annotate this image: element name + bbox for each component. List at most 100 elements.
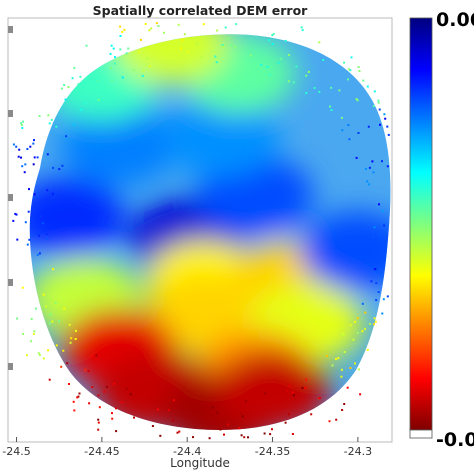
scatter-point — [349, 367, 352, 369]
scatter-point — [356, 99, 359, 102]
scatter-point — [110, 79, 113, 82]
scatter-point — [137, 51, 140, 54]
scatter-point — [284, 39, 287, 42]
scatter-point — [33, 193, 36, 196]
scatter-point — [291, 391, 294, 394]
scatter-point — [330, 86, 333, 89]
scatter-point — [97, 418, 100, 421]
scatter-point — [292, 394, 295, 397]
scatter-point — [245, 400, 247, 403]
scatter-point — [328, 420, 331, 423]
scatter-point — [142, 69, 145, 72]
scatter-point — [34, 307, 37, 310]
scatter-point — [145, 57, 148, 60]
scatter-point — [260, 63, 263, 66]
scatter-point — [350, 56, 353, 59]
scatter-point — [21, 126, 24, 129]
scatter-point — [337, 357, 340, 360]
scatter-point — [221, 44, 224, 46]
scatter-point — [381, 160, 383, 163]
scatter-point — [48, 322, 51, 325]
scatter-point — [271, 34, 274, 37]
scatter-point — [97, 75, 100, 78]
scatter-point — [386, 125, 389, 128]
scatter-point — [16, 238, 19, 241]
scatter-point — [318, 90, 321, 93]
colorbar-min-label: -0.0 — [436, 429, 474, 451]
scatter-point — [72, 400, 75, 403]
scatter-point — [286, 389, 289, 392]
scatter-point — [74, 329, 77, 332]
map-region — [60, 105, 177, 186]
scatter-point — [26, 243, 29, 246]
scatter-point — [216, 411, 219, 414]
x-tick-label: -24.3 — [344, 445, 372, 458]
scatter-point — [355, 156, 358, 159]
scatter-point — [349, 324, 352, 327]
scatter-point — [133, 416, 135, 419]
scatter-point — [84, 102, 87, 105]
scatter-point — [84, 368, 87, 371]
scatter-point — [61, 164, 64, 167]
scatter-point — [79, 75, 82, 78]
scatter-point — [295, 65, 298, 68]
scatter-point — [322, 59, 325, 61]
scatter-point — [163, 31, 166, 34]
scatter-point — [367, 125, 370, 128]
scatter-point — [27, 210, 30, 213]
scatter-point — [22, 120, 24, 123]
scatter-point — [318, 397, 321, 400]
scatter-point — [120, 401, 123, 404]
scatter-point — [183, 33, 186, 36]
scatter-point — [386, 295, 389, 298]
scatter-point — [364, 311, 367, 314]
colorbar: 0.06 -0.0 — [409, 9, 474, 451]
scatter-point — [66, 362, 69, 365]
scatter-point — [24, 163, 27, 166]
scatter-point — [110, 44, 113, 47]
scatter-point — [366, 85, 369, 88]
scatter-point — [300, 26, 303, 29]
scatter-point — [372, 171, 375, 174]
scatter-point — [54, 301, 57, 304]
scatter-point — [362, 79, 365, 82]
scatter-point — [271, 43, 274, 45]
scatter-point — [96, 79, 99, 82]
scatter-point — [378, 108, 381, 111]
scatter-point — [214, 55, 217, 58]
scatter-point — [78, 392, 81, 395]
scatter-point — [144, 23, 147, 25]
scatter-point — [129, 393, 132, 396]
scatter-point — [222, 45, 225, 48]
scatter-point — [343, 61, 346, 64]
map-region — [29, 177, 126, 258]
scatter-point — [36, 156, 39, 159]
scatter-point — [176, 431, 179, 434]
scatter-point — [384, 117, 387, 120]
scatter-point — [12, 143, 15, 146]
scatter-point — [22, 332, 25, 335]
scatter-point — [267, 39, 270, 42]
scatter-point — [84, 81, 87, 84]
scatter-point — [347, 124, 350, 126]
scatter-point — [46, 189, 49, 192]
scatter-point — [179, 47, 182, 50]
scatter-point — [63, 84, 66, 86]
scatter-point — [368, 166, 371, 169]
scatter-point — [159, 434, 162, 437]
scatter-point — [33, 156, 36, 159]
scatter-point — [36, 253, 39, 256]
scatter-point — [97, 394, 100, 397]
map-region — [163, 96, 280, 177]
scatter-point — [284, 421, 287, 424]
scatter-point — [364, 167, 367, 170]
scatter-point — [373, 226, 376, 229]
scatter-point — [109, 52, 112, 55]
scatter-point — [373, 317, 376, 320]
scatter-point — [234, 45, 237, 48]
scatter-point — [178, 430, 181, 433]
scatter-point — [271, 428, 273, 431]
scatter-point — [357, 132, 360, 134]
scatter-point — [219, 428, 222, 431]
scatter-points — [12, 22, 390, 440]
